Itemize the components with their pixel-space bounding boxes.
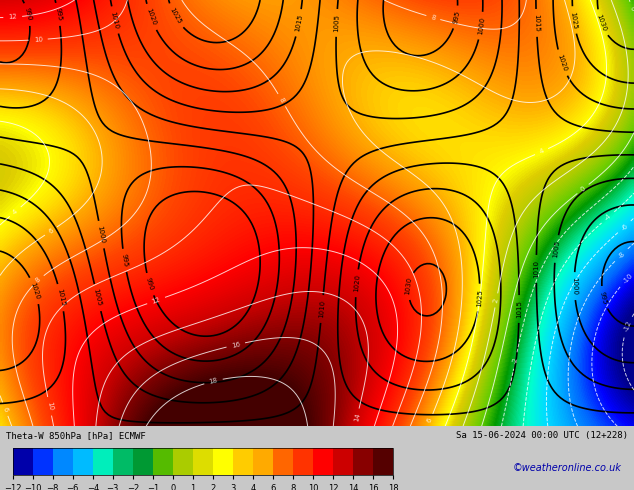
Text: 995: 995: [120, 253, 129, 268]
Text: 1005: 1005: [552, 240, 560, 258]
Text: 995: 995: [599, 291, 608, 305]
Text: 2: 2: [493, 298, 500, 303]
Text: 18: 18: [209, 377, 219, 385]
Text: 1020: 1020: [353, 274, 360, 293]
Text: ©weatheronline.co.uk: ©weatheronline.co.uk: [512, 463, 621, 473]
Text: 1000: 1000: [96, 225, 106, 244]
Text: 6: 6: [48, 227, 55, 235]
Text: 1020: 1020: [29, 281, 41, 300]
Text: 1030: 1030: [404, 277, 413, 295]
Text: 990: 990: [145, 277, 155, 292]
Text: 1015: 1015: [516, 300, 522, 318]
Text: 1000: 1000: [477, 16, 486, 35]
Text: 14: 14: [353, 413, 361, 423]
Text: 1030: 1030: [595, 13, 607, 32]
Text: 1010: 1010: [110, 11, 120, 29]
Text: 8: 8: [278, 97, 285, 103]
Text: -6: -6: [620, 222, 629, 231]
Text: 6: 6: [427, 417, 434, 424]
Text: 1000: 1000: [571, 277, 578, 295]
Text: -2: -2: [512, 357, 519, 365]
Text: 1020: 1020: [145, 8, 157, 26]
Text: 16: 16: [231, 341, 241, 349]
Text: Theta-W 850hPa [hPa] ECMWF: Theta-W 850hPa [hPa] ECMWF: [6, 431, 146, 441]
Text: 1010: 1010: [533, 260, 540, 278]
Text: 10: 10: [34, 36, 43, 43]
Text: -8: -8: [617, 250, 626, 259]
Text: 1005: 1005: [93, 288, 103, 307]
Text: 1025: 1025: [476, 289, 483, 307]
Text: 1025: 1025: [168, 7, 182, 25]
Text: 4: 4: [11, 208, 19, 216]
Text: 1015: 1015: [533, 14, 540, 32]
Text: 0: 0: [579, 185, 586, 193]
Text: Sa 15-06-2024 00:00 UTC (12+228): Sa 15-06-2024 00:00 UTC (12+228): [456, 431, 628, 441]
Text: 12: 12: [8, 14, 17, 21]
Text: 0: 0: [629, 5, 634, 12]
Text: 12: 12: [151, 296, 161, 305]
Text: 6: 6: [2, 406, 9, 412]
Text: 995: 995: [54, 7, 62, 22]
Text: 1015: 1015: [56, 288, 66, 307]
Text: 4: 4: [538, 148, 545, 155]
Text: 8: 8: [34, 277, 42, 284]
Text: 995: 995: [452, 10, 460, 24]
Text: 1020: 1020: [556, 53, 567, 73]
Text: -10: -10: [621, 272, 634, 285]
Text: -4: -4: [604, 213, 612, 222]
Text: -12: -12: [623, 320, 633, 333]
Text: 990: 990: [23, 7, 32, 22]
Text: 8: 8: [430, 14, 436, 21]
Text: 1025: 1025: [569, 11, 578, 29]
Text: 1010: 1010: [318, 300, 326, 318]
Text: 1015: 1015: [294, 14, 304, 32]
Text: 1005: 1005: [333, 14, 340, 32]
Text: 10: 10: [46, 401, 53, 411]
